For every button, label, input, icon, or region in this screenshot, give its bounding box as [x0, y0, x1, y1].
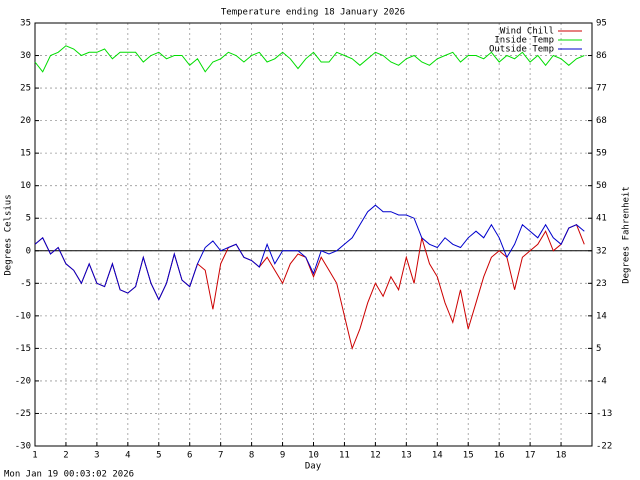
x-tick-label: 3 [94, 451, 99, 461]
x-tick-label: 7 [218, 451, 223, 461]
y2-tick-label: 50 [596, 181, 607, 191]
y2-tick-label: 41 [596, 214, 607, 224]
y-tick-label: 30 [20, 51, 31, 61]
x-axis-label: Day [305, 462, 322, 472]
x-tick-label: 1 [32, 451, 37, 461]
legend-label: Outside Temp [489, 45, 554, 55]
y2-tick-label: 77 [596, 84, 607, 94]
y-tick-label: -25 [15, 409, 31, 419]
x-tick-label: 18 [556, 451, 567, 461]
y-tick-label: -10 [15, 311, 31, 321]
legend-label: Inside Temp [494, 36, 554, 46]
x-tick-label: 2 [63, 451, 68, 461]
x-tick-label: 10 [308, 451, 319, 461]
y2-tick-label: 14 [596, 311, 607, 321]
x-tick-label: 14 [432, 451, 443, 461]
y2-tick-label: 23 [596, 279, 607, 289]
y-tick-label: 35 [20, 19, 31, 29]
x-tick-label: 6 [187, 451, 192, 461]
legend-label: Wind Chill [500, 27, 554, 37]
y-tick-label: -30 [15, 442, 31, 452]
x-tick-label: 4 [125, 451, 130, 461]
y2-tick-label: -13 [596, 409, 612, 419]
x-tick-label: 12 [370, 451, 381, 461]
y2-tick-label: 32 [596, 246, 607, 256]
y-tick-label: -20 [15, 376, 31, 386]
x-tick-label: 13 [401, 451, 412, 461]
x-tick-label: 16 [494, 451, 505, 461]
y-axis-label: Degrees Celsius [4, 194, 14, 275]
y2-tick-label: 86 [596, 51, 607, 61]
x-tick-label: 17 [525, 451, 536, 461]
y-tick-label: 15 [20, 149, 31, 159]
x-tick-label: 11 [339, 451, 350, 461]
plot-frame [34, 22, 593, 447]
y-tick-label: 0 [26, 246, 31, 256]
y2-tick-label: -4 [596, 376, 607, 386]
timestamp: Mon Jan 19 00:03:02 2026 [4, 470, 134, 480]
x-tick-label: 9 [280, 451, 285, 461]
series-line [34, 45, 585, 73]
chart-title: Temperature ending 18 January 2026 [221, 8, 405, 18]
y2-tick-label: 95 [596, 19, 607, 29]
y-tick-label: 20 [20, 116, 31, 126]
x-tick-label: 15 [463, 451, 474, 461]
x-tick-label: 8 [249, 451, 254, 461]
y-tick-label: -5 [20, 279, 31, 289]
y-tick-label: 10 [20, 181, 31, 191]
y-tick-label: 25 [20, 84, 31, 94]
y2-tick-label: -22 [596, 442, 612, 452]
y2-tick-label: 68 [596, 116, 607, 126]
y2-axis-label: Degrees Fahrenheit [622, 186, 632, 284]
y-tick-label: -15 [15, 344, 31, 354]
y2-tick-label: 5 [596, 344, 601, 354]
series-line [34, 204, 585, 301]
y-tick-label: 5 [26, 214, 31, 224]
x-tick-label: 5 [156, 451, 161, 461]
y2-tick-label: 59 [596, 149, 607, 159]
